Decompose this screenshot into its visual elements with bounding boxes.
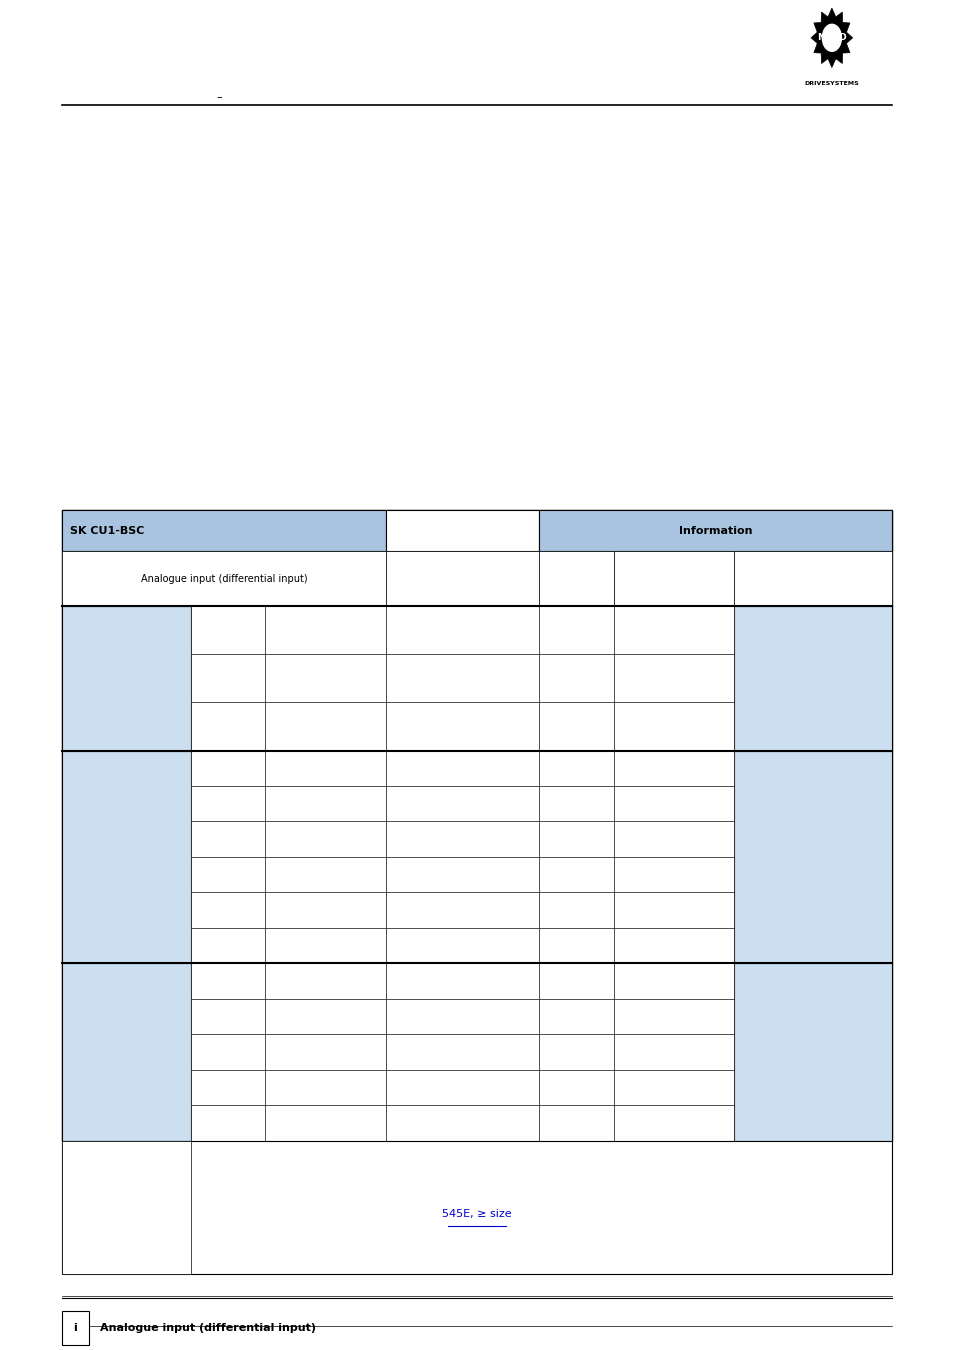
Text: –: – xyxy=(216,92,222,103)
Bar xyxy=(538,1069,614,1106)
Bar xyxy=(385,551,538,606)
Bar xyxy=(191,821,265,857)
Text: Information: Information xyxy=(679,525,752,536)
Bar xyxy=(265,786,385,821)
Bar xyxy=(614,1106,734,1141)
Bar xyxy=(538,1034,614,1069)
Bar xyxy=(734,606,891,751)
Bar xyxy=(538,821,614,857)
Polygon shape xyxy=(810,8,852,68)
Bar xyxy=(191,892,265,927)
Bar xyxy=(191,999,265,1034)
Bar xyxy=(538,892,614,927)
Bar xyxy=(265,857,385,892)
Bar xyxy=(614,551,734,606)
Bar xyxy=(538,510,891,551)
Bar xyxy=(385,1034,538,1069)
Bar xyxy=(191,702,265,751)
Bar xyxy=(614,702,734,751)
Bar xyxy=(265,751,385,786)
Bar xyxy=(385,751,538,786)
Bar xyxy=(265,964,385,999)
Bar xyxy=(62,510,891,1141)
Bar xyxy=(538,655,614,702)
Bar xyxy=(734,964,891,1141)
Bar xyxy=(614,964,734,999)
Bar xyxy=(265,892,385,927)
Bar xyxy=(538,964,614,999)
Bar xyxy=(62,551,385,606)
Bar xyxy=(265,606,385,655)
Circle shape xyxy=(821,24,841,51)
Bar xyxy=(62,964,191,1141)
Bar xyxy=(538,857,614,892)
Bar xyxy=(385,606,538,655)
Text: NORD: NORD xyxy=(816,34,846,42)
Bar xyxy=(385,1106,538,1141)
Bar xyxy=(62,1141,891,1274)
Bar xyxy=(265,1034,385,1069)
Bar xyxy=(538,606,614,655)
Bar xyxy=(385,964,538,999)
Bar xyxy=(385,702,538,751)
Bar xyxy=(385,1069,538,1106)
Bar xyxy=(62,1311,89,1345)
Bar xyxy=(265,1106,385,1141)
Bar xyxy=(191,964,265,999)
Bar xyxy=(538,786,614,821)
Bar xyxy=(614,999,734,1034)
Bar xyxy=(538,551,614,606)
Bar xyxy=(62,510,385,551)
Bar xyxy=(191,1069,265,1106)
Bar xyxy=(614,751,734,786)
Bar xyxy=(385,786,538,821)
Bar xyxy=(265,655,385,702)
Bar xyxy=(62,606,191,751)
Bar xyxy=(385,999,538,1034)
Bar xyxy=(191,655,265,702)
Bar xyxy=(385,892,538,927)
Bar xyxy=(614,786,734,821)
Bar xyxy=(62,751,191,964)
Bar xyxy=(191,927,265,964)
Bar xyxy=(538,927,614,964)
Bar xyxy=(191,751,265,786)
Bar xyxy=(265,999,385,1034)
Bar xyxy=(191,606,265,655)
Bar xyxy=(614,892,734,927)
Bar xyxy=(385,857,538,892)
Bar xyxy=(614,857,734,892)
Text: Analogue input (differential input): Analogue input (differential input) xyxy=(100,1323,315,1332)
Bar xyxy=(614,821,734,857)
Text: DRIVESYSTEMS: DRIVESYSTEMS xyxy=(803,81,859,86)
Bar xyxy=(538,1106,614,1141)
Bar xyxy=(538,751,614,786)
Bar xyxy=(734,551,891,606)
Text: i: i xyxy=(73,1323,77,1332)
Bar xyxy=(191,1034,265,1069)
Bar xyxy=(191,786,265,821)
Bar xyxy=(538,702,614,751)
Bar xyxy=(385,927,538,964)
Text: Analogue input (differential input): Analogue input (differential input) xyxy=(140,574,307,583)
Text: SK CU1-BSC: SK CU1-BSC xyxy=(70,525,144,536)
Bar xyxy=(614,927,734,964)
Bar xyxy=(265,702,385,751)
Bar xyxy=(734,751,891,964)
Bar xyxy=(614,1069,734,1106)
Bar xyxy=(614,606,734,655)
Bar xyxy=(265,821,385,857)
Bar xyxy=(62,1141,191,1274)
Bar xyxy=(614,1034,734,1069)
Text: 545E, ≥ size: 545E, ≥ size xyxy=(442,1208,511,1219)
Bar xyxy=(191,857,265,892)
Bar xyxy=(538,999,614,1034)
Bar xyxy=(265,927,385,964)
Bar xyxy=(385,510,538,551)
Bar xyxy=(614,655,734,702)
Bar xyxy=(265,1069,385,1106)
Bar xyxy=(385,821,538,857)
Bar xyxy=(191,1106,265,1141)
Bar xyxy=(385,655,538,702)
